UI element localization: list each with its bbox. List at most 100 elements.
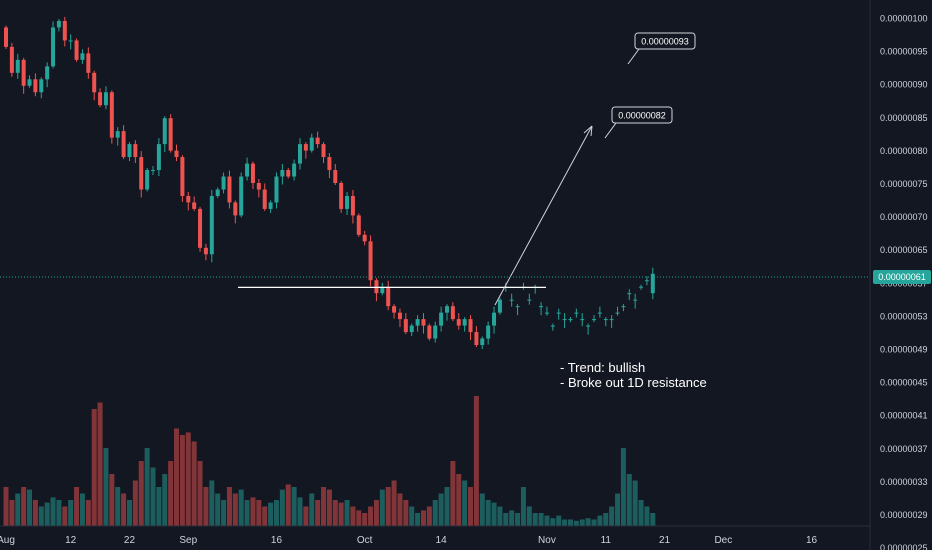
y-tick-label: 0.00000045 [880, 378, 928, 388]
volume-bar [256, 500, 262, 526]
volume-bar [268, 502, 274, 526]
y-tick-label: 0.00000033 [880, 477, 928, 487]
candle-body [15, 59, 20, 73]
volume-bar [9, 500, 15, 526]
volume-bar [250, 497, 256, 526]
volume-bar [44, 502, 50, 526]
volume-bar [515, 513, 521, 526]
candle-body [650, 273, 655, 294]
volume-bar [532, 513, 538, 526]
candle-body [409, 325, 414, 333]
x-tick-label: 12 [65, 535, 77, 546]
volume-bar [615, 493, 621, 526]
candle-body [539, 306, 544, 308]
candle-body [51, 27, 56, 67]
candle-body [203, 247, 208, 255]
candle-body [427, 325, 432, 339]
volume-bar [68, 500, 74, 526]
volume-bar [56, 500, 62, 526]
candle-body [439, 312, 444, 326]
candle-body [433, 325, 438, 339]
last-price-marker: 0.00000061 [0, 270, 931, 284]
candle-body [544, 312, 549, 314]
volume-bar [50, 497, 56, 526]
volume-bar [397, 493, 403, 526]
candle-body [462, 319, 467, 326]
candle-body [198, 208, 203, 248]
volume-bar [556, 515, 562, 526]
candle-body [350, 195, 355, 216]
candle-body [109, 92, 114, 138]
volume-bar [209, 480, 215, 526]
candle-body [615, 312, 620, 314]
candle-body [309, 137, 314, 151]
candle-body [292, 163, 297, 177]
volume-bar [85, 500, 91, 526]
candle-body [239, 176, 244, 216]
projection-arrow[interactable] [494, 125, 593, 306]
candle-body [315, 137, 320, 145]
candle-body [180, 157, 185, 196]
candle-body [386, 286, 391, 307]
y-tick-label: 0.00000100 [880, 14, 928, 24]
x-tick-label: 16 [806, 535, 818, 546]
target-callout-1[interactable]: 0.00000093 [627, 32, 696, 65]
candle-body [586, 325, 591, 327]
volume-bar [579, 519, 585, 526]
volume-bar [373, 500, 379, 526]
candle-body [639, 286, 644, 288]
y-tick-label: 0.00000095 [880, 47, 928, 57]
volume-bar [232, 493, 238, 526]
candle-body [115, 131, 120, 138]
volume-bar [409, 506, 415, 526]
volume-bars [3, 396, 656, 526]
candle-body [392, 306, 397, 313]
volume-bar [368, 506, 374, 526]
candle-body [597, 312, 602, 314]
y-tick-label: 0.00000080 [880, 146, 928, 156]
volume-bar [450, 461, 456, 526]
candle-body [151, 170, 155, 172]
volume-bar [503, 513, 509, 526]
volume-bar [27, 489, 33, 526]
volume-bar [244, 500, 250, 526]
volume-bar [138, 461, 144, 526]
candle-body [339, 183, 344, 209]
candle-body [192, 202, 197, 209]
y-tick-label: 0.00000029 [880, 510, 928, 520]
candle-body [68, 40, 73, 42]
y-tick-label: 0.00000070 [880, 212, 928, 222]
candle-body [162, 118, 167, 145]
volume-bar [191, 441, 197, 526]
volume-bar [550, 518, 556, 526]
volume-bar [156, 487, 162, 526]
x-tick-label: Aug [0, 535, 15, 546]
volume-bar [215, 493, 221, 526]
y-tick-label: 0.00000075 [880, 179, 928, 189]
candle-body [98, 92, 103, 106]
candle-body [474, 332, 479, 346]
candle-body [80, 53, 85, 60]
x-tick-label: 16 [271, 535, 283, 546]
candle-body [527, 299, 532, 301]
target-callout-2[interactable]: 0.00000082 [604, 106, 673, 139]
volume-bar [197, 461, 203, 526]
target-2-box [611, 106, 673, 124]
volume-bar [338, 502, 344, 526]
volume-bar [303, 506, 309, 526]
volume-bar [644, 506, 650, 526]
candle-body [268, 202, 273, 209]
volume-bar [121, 493, 127, 526]
volume-bar [326, 489, 332, 526]
volume-bar [609, 506, 615, 526]
x-tick-label: Sep [179, 535, 197, 546]
volume-bar [591, 519, 597, 526]
candle-body [233, 202, 238, 216]
candle-body [403, 319, 408, 333]
volume-bar [21, 487, 27, 526]
volume-bar [79, 493, 85, 526]
candle-body [562, 319, 567, 321]
x-tick-label: Nov [538, 535, 556, 546]
